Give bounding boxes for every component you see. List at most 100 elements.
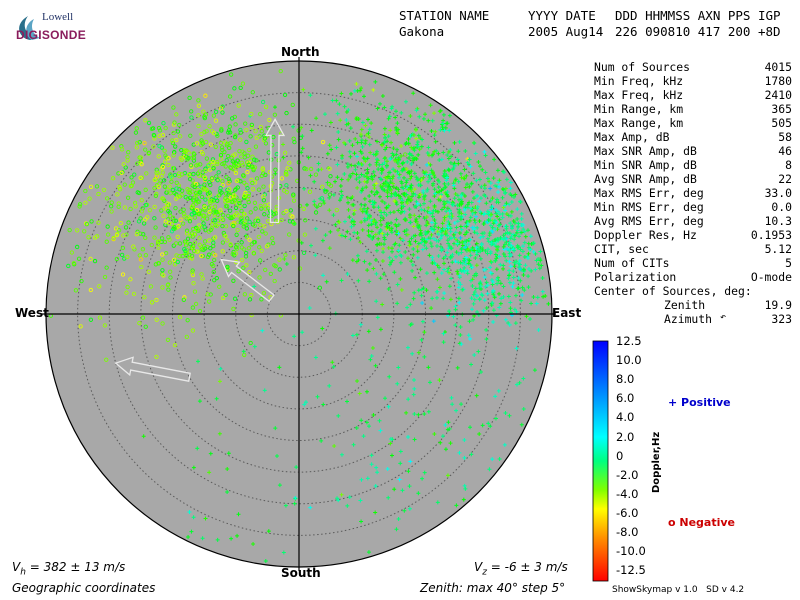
positive-point <box>371 205 376 210</box>
positive-point <box>456 149 461 154</box>
positive-point <box>513 293 518 298</box>
positive-point <box>413 239 418 244</box>
positive-point <box>262 388 267 393</box>
negative-point <box>170 138 175 143</box>
negative-point <box>206 205 212 210</box>
negative-point <box>195 187 200 193</box>
negative-point <box>263 267 268 273</box>
negative-point <box>186 150 191 155</box>
positive-point <box>473 210 478 215</box>
positive-point <box>395 160 400 165</box>
positive-point <box>388 441 393 446</box>
negative-point <box>166 287 171 292</box>
positive-point <box>421 116 426 121</box>
negative-point <box>104 265 109 270</box>
negative-point <box>125 195 131 200</box>
stat-row: Avg SNR Amp, dB 22 <box>594 172 792 186</box>
negative-point <box>144 171 149 176</box>
positive-point <box>352 208 357 213</box>
positive-point <box>360 209 365 214</box>
stat-value: 0.0 <box>771 200 792 214</box>
positive-point <box>433 129 438 134</box>
positive-point <box>383 183 388 188</box>
positive-point <box>487 231 492 236</box>
positive-point <box>368 357 373 362</box>
negative-point <box>229 199 234 204</box>
positive-point <box>369 174 374 179</box>
positive-point <box>378 327 383 332</box>
positive-point <box>495 247 500 252</box>
positive-point <box>458 282 463 287</box>
negative-point <box>157 133 162 139</box>
positive-point <box>316 168 321 173</box>
colorbar-tick-label: -6.0 <box>616 505 639 520</box>
positive-point <box>411 156 416 161</box>
negative-point <box>105 232 111 237</box>
positive-point <box>347 149 352 154</box>
positive-point <box>456 251 461 256</box>
negative-point <box>92 258 98 264</box>
positive-point <box>490 300 495 305</box>
positive-point <box>196 359 201 364</box>
positive-point <box>398 449 403 454</box>
center-zenith-row: Zenith 19.9 <box>594 298 792 312</box>
positive-point <box>507 202 512 207</box>
positive-point <box>484 305 489 310</box>
positive-point <box>396 222 401 227</box>
negative-point <box>192 232 197 237</box>
positive-point <box>344 117 349 122</box>
positive-point <box>485 236 490 241</box>
negative-point <box>284 190 289 195</box>
positive-point <box>518 199 523 204</box>
positive-point <box>460 243 465 248</box>
positive-point <box>474 294 479 299</box>
positive-point <box>430 261 435 265</box>
positive-point <box>374 149 379 154</box>
positive-point <box>366 131 371 136</box>
negative-point <box>224 158 229 163</box>
positive-point <box>446 225 451 230</box>
positive-point <box>353 163 358 168</box>
negative-point <box>197 242 202 247</box>
negative-point <box>259 248 264 254</box>
positive-point <box>497 305 502 310</box>
negative-point <box>213 195 218 201</box>
positive-point <box>417 214 422 219</box>
positive-point <box>403 99 408 104</box>
negative-point <box>162 148 167 153</box>
positive-point <box>397 243 402 248</box>
positive-point <box>406 397 411 402</box>
positive-point <box>424 246 429 251</box>
positive-point <box>474 241 479 246</box>
positive-point <box>382 161 387 166</box>
positive-point <box>472 230 477 235</box>
negative-point <box>129 183 134 188</box>
center-azimuth-label: Azimuth <box>664 312 713 326</box>
positive-point <box>472 352 477 357</box>
negative-point <box>250 154 255 159</box>
positive-point <box>418 203 423 208</box>
negative-point <box>226 153 231 159</box>
negative-point <box>257 112 263 117</box>
negative-point <box>203 166 208 171</box>
positive-point <box>447 168 452 173</box>
negative-point <box>237 198 242 204</box>
positive-point <box>393 115 398 120</box>
direction-north: North <box>281 45 320 59</box>
positive-point <box>336 129 341 134</box>
positive-point <box>442 267 447 272</box>
positive-point <box>423 193 428 198</box>
positive-point <box>507 247 512 252</box>
positive-point <box>367 424 372 429</box>
positive-point <box>359 477 364 482</box>
negative-point <box>313 172 319 177</box>
positive-point <box>456 296 461 301</box>
negative-point <box>215 133 220 138</box>
positive-point <box>345 195 350 200</box>
negative-point <box>196 98 201 103</box>
positive-point <box>435 500 440 505</box>
positive-point <box>299 240 304 245</box>
positive-point <box>514 382 519 387</box>
negative-point <box>200 151 205 157</box>
negative-point <box>151 132 157 138</box>
